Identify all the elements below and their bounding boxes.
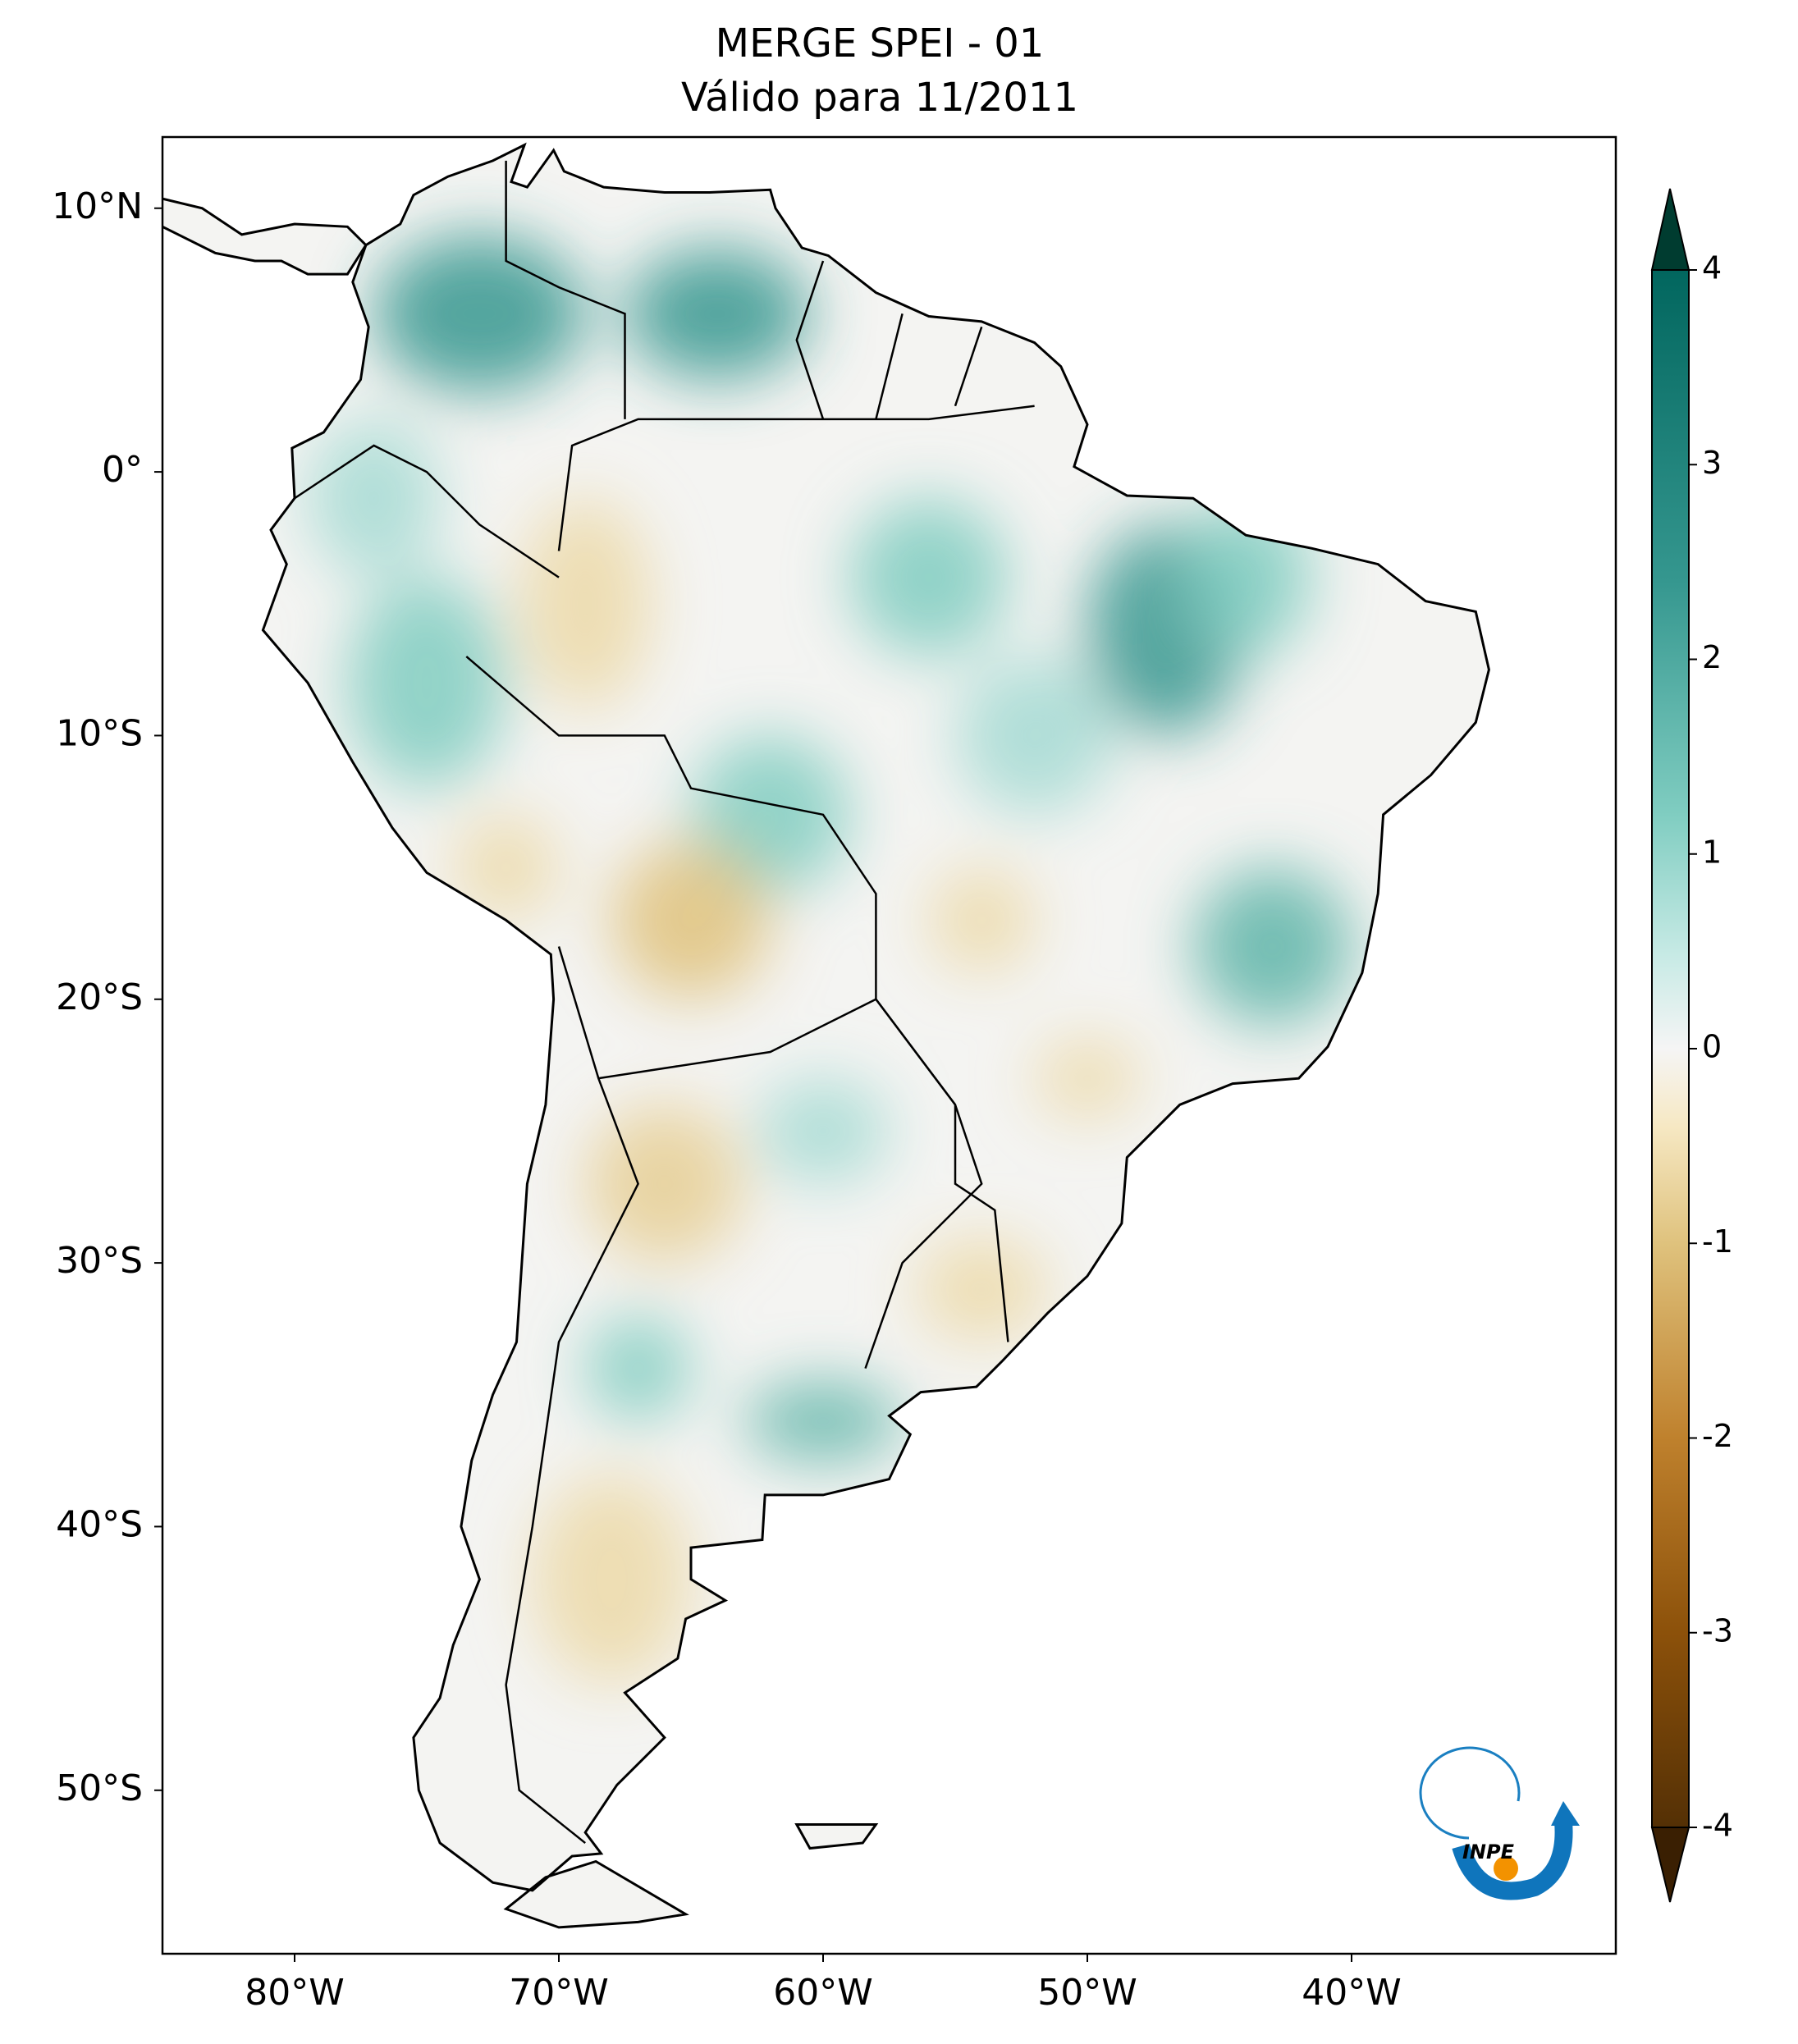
colorbar-extend-min (1650, 1827, 1690, 1903)
spei-field (308, 235, 1352, 1685)
colorbar-extend-max (1650, 188, 1690, 271)
colorbar-tick-label: 2 (1702, 639, 1722, 675)
spei-blob (1180, 498, 1312, 656)
spei-blob (1035, 1039, 1140, 1118)
spei-blob (612, 841, 770, 999)
spei-blob (929, 867, 1035, 973)
map-frame (161, 135, 1617, 1955)
colorbar-tick-label: -4 (1702, 1808, 1733, 1844)
colorbar-tick-label: -3 (1702, 1612, 1733, 1648)
axes: 80°W 70°W 60°W 50°W 40°W 10°N 0° 10°S 20°S 30°S 40… (52, 185, 1402, 2014)
border (864, 999, 983, 1370)
y-tick-label: 30°S (56, 1240, 143, 1282)
spei-blob (585, 1315, 691, 1421)
spei-blob (916, 1237, 1048, 1342)
spei-blob (519, 498, 652, 709)
colorbar: 4 3 2 1 0 -1 -2 -3 -4 (1650, 188, 1733, 1903)
coastline (162, 142, 1490, 1929)
border (505, 946, 639, 1845)
subtitle: Válido para 11/2011 (681, 75, 1078, 121)
colorbar-tick-label: -2 (1702, 1418, 1733, 1454)
y-tick-label: 10°S (56, 712, 143, 754)
y-tick-label: 10°N (52, 185, 143, 227)
logo-text: INPE (1462, 1841, 1515, 1863)
border (557, 405, 1035, 551)
logo: INPE (1419, 1746, 1580, 1900)
y-tick-label: 40°S (56, 1503, 143, 1545)
spei-blob (744, 1381, 902, 1461)
border (465, 656, 956, 1106)
spei-blob (625, 248, 810, 380)
spei-blob (533, 1474, 691, 1685)
colorbar-body (1652, 270, 1689, 1827)
x-tick-label: 40°W (1302, 1972, 1402, 2014)
spei-blob (453, 815, 559, 921)
colorbar-tick-label: 1 (1702, 834, 1722, 870)
colorbar-tick-label: 0 (1702, 1029, 1722, 1065)
x-tick-label: 60°W (773, 1972, 873, 2014)
spei-blob (308, 419, 440, 578)
x-tick-label: 80°W (245, 1972, 345, 2014)
border (875, 313, 904, 420)
y-tick-label: 50°S (56, 1767, 143, 1809)
y-tick-label: 0° (102, 449, 143, 491)
spei-blob (374, 235, 585, 393)
border (294, 444, 560, 578)
spei-blobs (308, 235, 1352, 1685)
x-tick-label: 50°W (1037, 1972, 1137, 2014)
spei-blob (849, 498, 1008, 656)
border (795, 260, 825, 420)
spei-blob (585, 1104, 743, 1263)
title: MERGE SPEI - 01 (716, 21, 1045, 66)
border (954, 326, 983, 407)
y-tick-label: 20°S (56, 976, 143, 1018)
x-tick-label: 70°W (509, 1972, 609, 2014)
spei-blob (1193, 867, 1352, 1026)
spei-blob (348, 578, 506, 789)
spei-blob (955, 656, 1114, 815)
border (598, 998, 876, 1080)
border (954, 1104, 1009, 1342)
colorbar-tick-label: 3 (1702, 445, 1722, 481)
colorbar-tick-label: -1 (1702, 1223, 1733, 1260)
border (505, 160, 626, 419)
spei-blob (757, 1078, 889, 1184)
map-area (162, 142, 1490, 1929)
colorbar-tick-label: 4 (1702, 250, 1722, 286)
